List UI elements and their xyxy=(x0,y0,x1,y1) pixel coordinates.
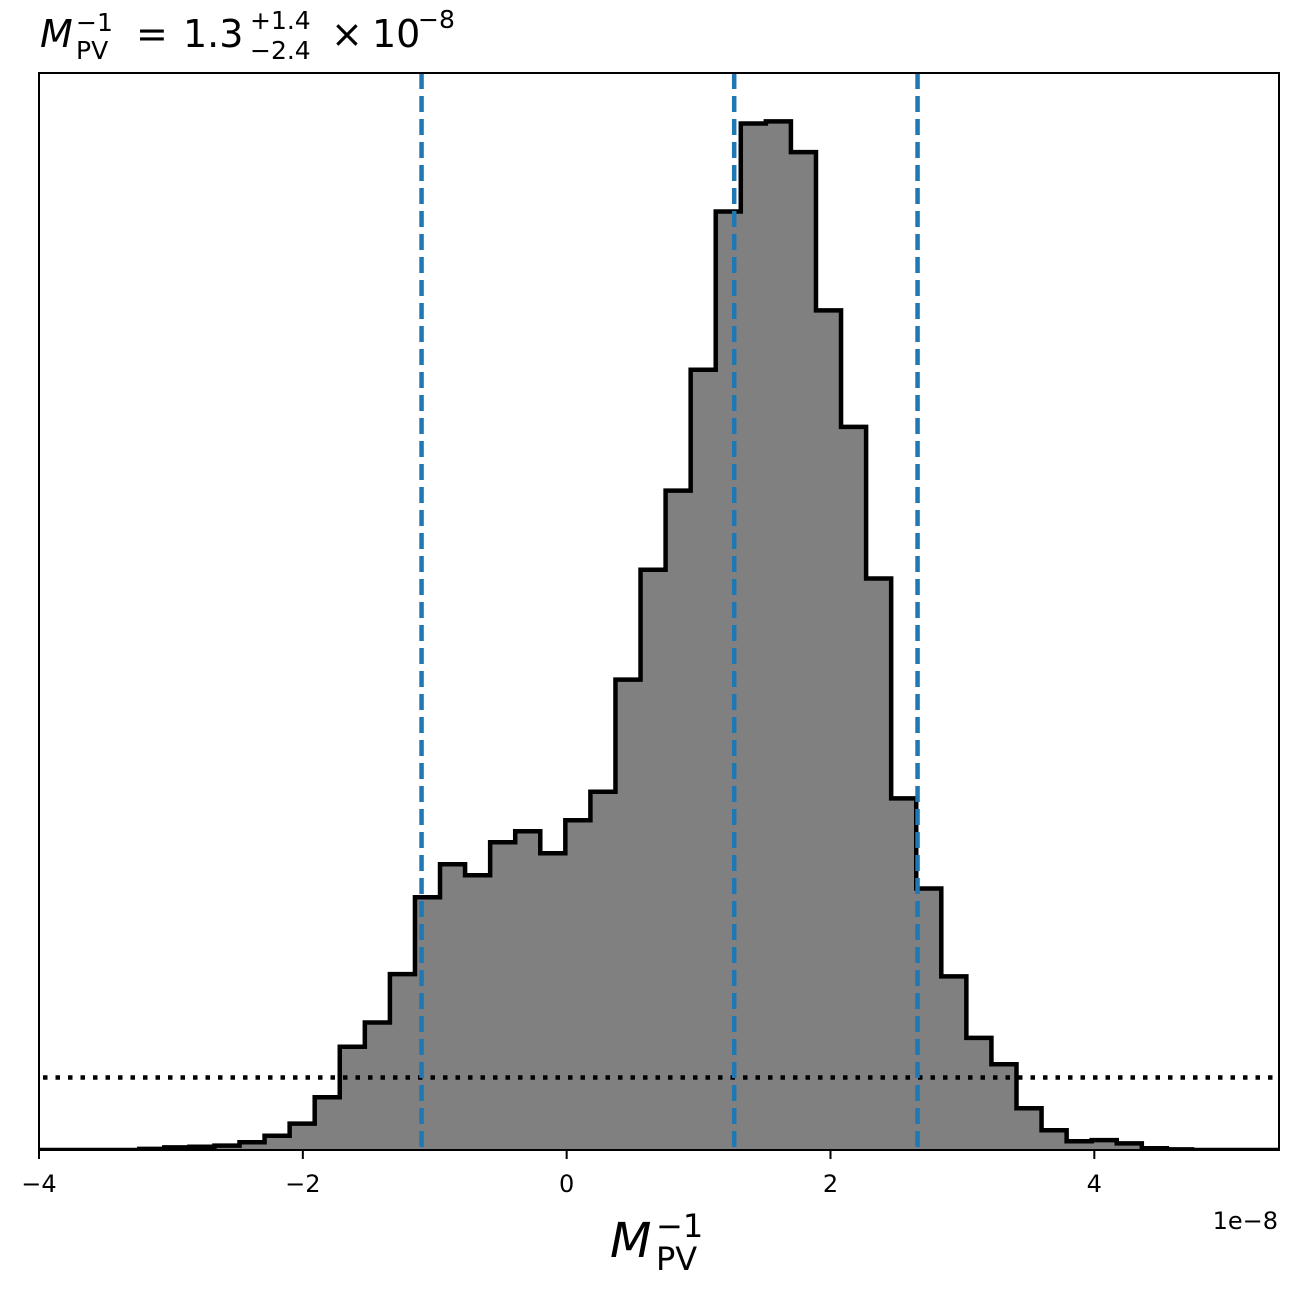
title-equals: = xyxy=(136,12,168,56)
title-error-minus: −2.4 xyxy=(250,36,311,65)
chart-title: M −1 PV = 1.3 +1.4 −2.4 × 10 −8 xyxy=(40,5,455,65)
title-value: 1.3 xyxy=(183,12,243,56)
histogram-outline xyxy=(39,119,1279,1150)
plot-frame xyxy=(38,72,1280,1151)
xlabel-symbol: M xyxy=(610,1213,651,1269)
xlabel-subscript: PV xyxy=(656,1240,697,1278)
title-symbol: M xyxy=(40,12,73,56)
x-offset-label: 1e−8 xyxy=(1213,1207,1278,1235)
title-exponent: −8 xyxy=(418,5,455,34)
xlabel-superscript: −1 xyxy=(656,1207,703,1245)
title-times: × xyxy=(331,12,363,56)
x-tick-label: −2 xyxy=(285,1170,320,1198)
histogram-fill xyxy=(39,121,1279,1150)
x-tick-label: 4 xyxy=(1087,1170,1102,1198)
x-tick-label: −4 xyxy=(21,1170,56,1198)
x-tick-label: 0 xyxy=(559,1170,574,1198)
x-axis-ticks: −4 −2 0 2 4 xyxy=(21,1150,1102,1198)
quantile-lines xyxy=(419,73,920,1150)
x-axis-label: M −1 PV xyxy=(610,1207,703,1278)
title-superscript: −1 xyxy=(76,8,113,37)
title-subscript: PV xyxy=(76,36,108,65)
title-error-plus: +1.4 xyxy=(250,6,311,35)
title-base: 10 xyxy=(372,12,420,56)
x-tick-label: 2 xyxy=(823,1170,838,1198)
